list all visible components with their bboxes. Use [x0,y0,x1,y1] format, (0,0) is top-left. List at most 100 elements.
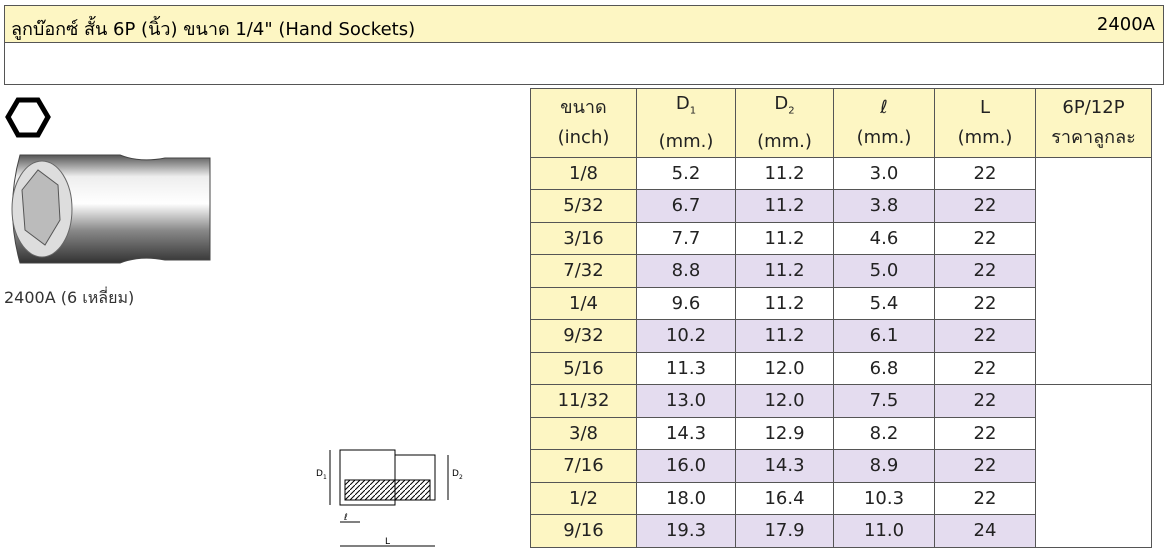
product-image [5,97,211,264]
column-title: ℓ [880,96,888,118]
value-cell: 11.0 [833,514,935,548]
value-cell: 22 [934,286,1036,321]
value-cell: 5.2 [636,156,736,191]
size-cell: 9/16 [530,514,637,548]
diagram-label: D [452,469,459,479]
value-cell: 11.2 [735,221,834,256]
value-cell: 6.8 [833,351,935,386]
column-unit: (mm.) [957,126,1013,148]
value-cell: 22 [934,481,1036,516]
dimension-diagram: D 1 D 2 ℓ L [316,449,463,547]
value-cell: 22 [934,416,1036,451]
price-cell [1035,156,1152,386]
size-cell: 11/32 [530,384,637,418]
size-cell: 5/16 [530,351,637,386]
value-cell: 22 [934,221,1036,256]
table-row: 9/16 19.3 17.9 11.0 24 [530,514,1152,548]
column-title: ขนาด [560,96,607,118]
size-cell: 1/4 [530,286,637,321]
value-cell: 11.2 [735,156,834,191]
table-row: 7/16 16.0 14.3 8.9 22 [530,449,1152,483]
value-cell: 18.0 [636,481,736,516]
table-row: 5/16 11.3 12.0 6.8 22 [530,351,1152,386]
column-header: D1 (mm.) [636,88,736,158]
table-row: 11/32 13.0 12.0 7.5 22 [530,384,1152,548]
value-cell: 22 [934,156,1036,191]
size-cell: 9/32 [530,319,637,353]
value-cell: 11.3 [636,351,736,386]
table-row: 9/32 10.2 11.2 6.1 22 [530,319,1152,353]
value-cell: 16.4 [735,481,834,516]
value-cell: 22 [934,449,1036,483]
value-cell: 14.3 [636,416,736,451]
diagram-label: D [316,469,323,479]
value-cell: 12.0 [735,351,834,386]
value-cell: 6.1 [833,319,935,353]
value-cell: 8.2 [833,416,935,451]
value-cell: 16.0 [636,449,736,483]
value-cell: 11.2 [735,254,834,288]
column-unit: (mm.) [658,130,714,152]
size-cell: 1/2 [530,481,637,516]
table-row: 3/16 7.7 11.2 4.6 22 [530,221,1152,256]
column-subscript: 2 [788,105,795,117]
diagram-label: 1 [323,474,327,481]
value-cell: 7.5 [833,384,935,418]
column-subscript: 1 [689,105,697,117]
header-code: 2400A [1096,14,1155,35]
value-cell: 3.0 [833,156,935,191]
value-cell: 10.2 [636,319,736,353]
value-cell: 8.9 [833,449,935,483]
column-header: ขนาด (inch) [530,88,637,158]
product-caption: 2400A (6 เหลี่ยม) [4,288,135,307]
blank-bar [4,42,1164,85]
value-cell: 9.6 [636,286,736,321]
table-row: 1/8 5.2 11.2 3.0 22 [530,156,1152,386]
column-unit: (inch) [557,126,610,148]
value-cell: 3.8 [833,189,935,223]
value-cell: 8.8 [636,254,736,288]
column-unit: ราคาลูกละ [1051,126,1136,148]
column-title: D [675,93,690,114]
size-cell: 3/16 [530,221,637,256]
spec-table: ขนาด (inch) D1 (mm.) D2 (mm.) ℓ (mm.) L (mm.) 6P/1… [530,88,1152,548]
value-cell: 5.4 [833,286,935,321]
table-row: 3/8 14.3 12.9 8.2 22 [530,416,1152,451]
column-header: 6P/12P ราคาลูกละ [1035,88,1152,158]
header-bar: ลูกบ๊อกซ์ สั้น 6P (นิ้ว) ขนาด 1/4" (Hand… [4,5,1164,43]
column-unit: (mm.) [757,130,812,152]
size-cell: 3/8 [530,416,637,451]
size-cell: 7/32 [530,254,637,288]
value-cell: 17.9 [735,514,834,548]
value-cell: 7.7 [636,221,736,256]
table-row: 5/32 6.7 11.2 3.8 22 [530,189,1152,223]
diagram-label: ℓ [343,513,348,523]
value-cell: 11.2 [735,286,834,321]
value-cell: 22 [934,384,1036,418]
column-header: D2 (mm.) [735,88,834,158]
table-row: 1/2 18.0 16.4 10.3 22 [530,481,1152,516]
value-cell: 24 [934,514,1036,548]
price-cell [1035,384,1152,548]
size-cell: 1/8 [530,156,637,191]
size-cell: 5/32 [530,189,637,223]
column-header: L (mm.) [934,88,1036,158]
value-cell: 5.0 [833,254,935,288]
diagram-label: L [385,537,390,547]
table-row: 1/4 9.6 11.2 5.4 22 [530,286,1152,321]
value-cell: 12.9 [735,416,834,451]
header-row: ขนาด (inch) D1 (mm.) D2 (mm.) ℓ (mm.) L (mm.) 6P/1… [530,88,1152,158]
column-title: L [979,96,991,118]
value-cell: 22 [934,189,1036,223]
column-unit: (mm.) [856,126,912,148]
size-cell: 7/16 [530,449,637,483]
diagram-label: 2 [459,474,463,481]
value-cell: 22 [934,319,1036,353]
value-cell: 11.2 [735,319,834,353]
table-row: 7/32 8.8 11.2 5.0 22 [530,254,1152,288]
column-header: ℓ (mm.) [833,88,935,158]
header-title: ลูกบ๊อกซ์ สั้น 6P (นิ้ว) ขนาด 1/4" (Hand… [11,19,416,40]
column-title: D [774,93,789,114]
value-cell: 11.2 [735,189,834,223]
